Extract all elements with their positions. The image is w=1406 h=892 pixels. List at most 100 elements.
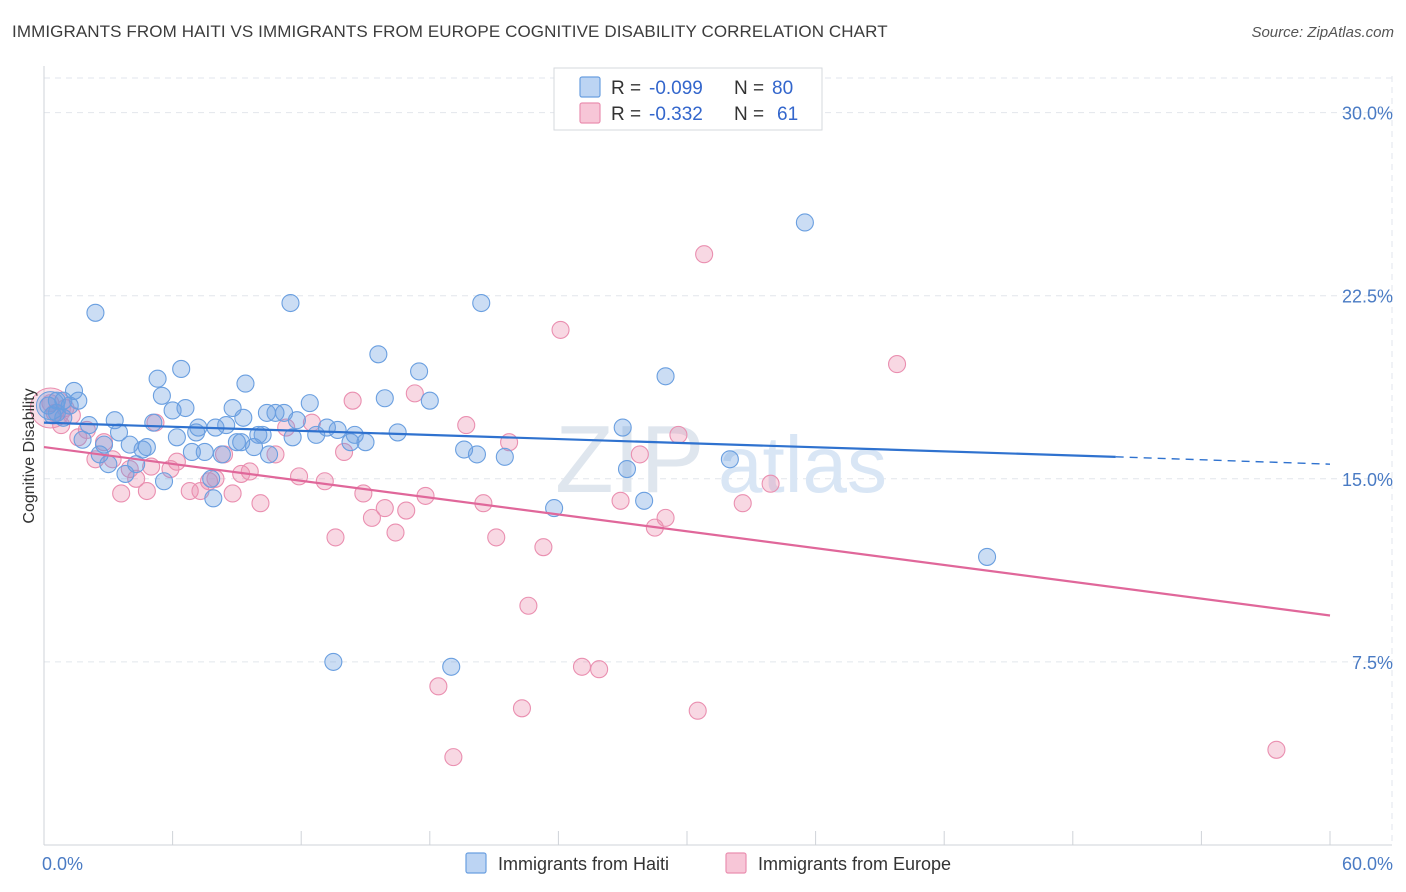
europe-point (761, 474, 780, 493)
haiti-point (234, 408, 253, 427)
haiti-point (86, 303, 105, 322)
bottom-legend-swatch-europe (725, 852, 747, 874)
haiti-point (388, 423, 407, 442)
europe-point (362, 508, 381, 527)
legend-swatch-haiti (579, 76, 601, 98)
europe-point (429, 677, 448, 696)
europe-point (519, 596, 538, 615)
haiti-point (467, 445, 487, 464)
haiti-point (204, 489, 223, 508)
y-axis-label: Cognitive Disability (21, 388, 38, 523)
europe-point (656, 508, 675, 527)
bottom-legend-haiti: Immigrants from Haiti (498, 854, 669, 874)
europe-point (127, 469, 146, 488)
grid-lines (44, 76, 1393, 845)
legend-n-value-europe: 61 (777, 104, 798, 125)
europe-point (611, 491, 630, 510)
europe-point (695, 245, 714, 264)
axes: 7.5% 15.0% 22.5% 30.0% 0.0% 60.0% (42, 66, 1393, 874)
haiti-point (410, 362, 429, 381)
x-tick-label: 0.0% (42, 854, 83, 874)
legend-r-value-haiti: -0.099 (649, 78, 703, 99)
haiti-point (613, 418, 632, 437)
haiti-point (472, 293, 491, 313)
europe-point (669, 425, 688, 444)
europe-point (251, 494, 270, 513)
bottom-legend: Immigrants from Haiti Immigrants from Eu… (465, 852, 951, 874)
y-tick-label: 7.5% (1352, 653, 1393, 673)
haiti-point (495, 447, 514, 466)
bottom-legend-swatch-haiti (465, 852, 487, 874)
haiti-point (167, 428, 186, 447)
europe-point (733, 494, 752, 513)
y-tick-label: 15.0% (1342, 470, 1393, 490)
europe-point (112, 484, 131, 503)
legend-n-label-haiti: N = (734, 78, 764, 99)
europe-point (386, 523, 405, 542)
legend-n-label-europe: N = (734, 104, 764, 125)
haiti-point (656, 367, 675, 386)
haiti-point (227, 433, 246, 452)
haiti-point (420, 391, 439, 410)
europe-point (405, 384, 424, 403)
trend-lines (43, 421, 1331, 617)
europe-point (180, 481, 199, 501)
haiti-point (69, 391, 88, 410)
haiti-trend-line (43, 421, 1116, 458)
haiti-point (345, 425, 364, 444)
haiti-trend-extension (1115, 456, 1331, 465)
haiti-point (328, 420, 347, 440)
europe-point (266, 445, 285, 464)
europe-point (630, 445, 649, 464)
europe-point (572, 657, 592, 676)
haiti-point (212, 445, 231, 464)
haiti-point (172, 359, 191, 379)
legend-swatch-europe (579, 102, 601, 124)
haiti-point (195, 442, 214, 462)
haiti-point (109, 423, 129, 442)
europe-points (29, 245, 1286, 767)
haiti-point (283, 428, 302, 447)
haiti-point (635, 491, 654, 510)
legend-r-label-haiti: R = (611, 78, 641, 99)
haiti-point (617, 459, 637, 479)
europe-point (326, 528, 345, 547)
europe-point (512, 699, 532, 718)
legend-r-label-europe: R = (611, 104, 641, 125)
europe-point (1267, 740, 1286, 759)
legend-r-value-europe: -0.332 (649, 104, 703, 125)
europe-point (487, 528, 506, 547)
europe-point (137, 481, 156, 501)
haiti-points (35, 213, 997, 676)
x-tick-label: 60.0% (1342, 854, 1393, 874)
chart-title: IMMIGRANTS FROM HAITI VS IMMIGRANTS FROM… (12, 22, 888, 41)
europe-point (315, 472, 334, 491)
europe-point (223, 484, 242, 503)
haiti-point (182, 442, 201, 462)
haiti-point (281, 293, 300, 313)
haiti-point-cluster (35, 391, 65, 421)
haiti-point (324, 652, 343, 671)
europe-point (335, 442, 354, 462)
haiti-point (217, 416, 236, 435)
haiti-point (369, 345, 388, 364)
haiti-point (720, 450, 739, 469)
haiti-point (137, 438, 156, 457)
europe-point (457, 416, 476, 435)
haiti-point (148, 369, 167, 388)
europe-point (343, 391, 362, 410)
watermark: ZIP atlas (555, 406, 887, 513)
watermark-atlas: atlas (718, 420, 887, 509)
haiti-point (202, 469, 221, 488)
haiti-point (64, 381, 84, 400)
haiti-point (287, 411, 306, 430)
europe-point (397, 501, 416, 520)
europe-point (534, 538, 553, 557)
legend-n-value-haiti: 80 (772, 78, 793, 99)
haiti-point (978, 547, 997, 566)
haiti-point (442, 657, 461, 676)
haiti-point (176, 398, 195, 418)
source-label: Source: ZipAtlas.com (1251, 24, 1394, 41)
haiti-point (259, 445, 279, 464)
haiti-point (375, 389, 394, 408)
